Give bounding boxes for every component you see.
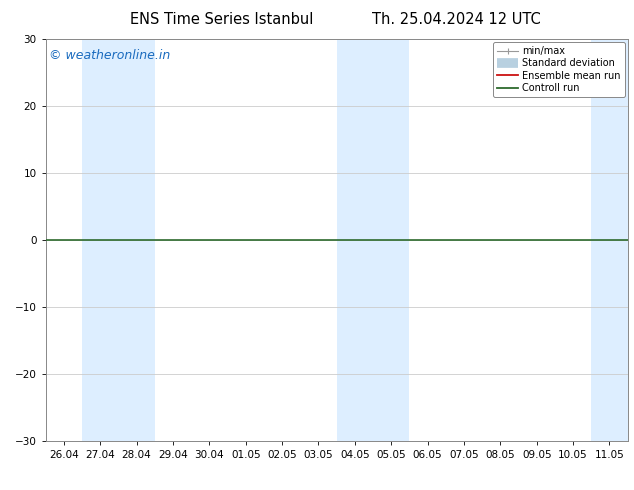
Bar [82,39,155,441]
Bar [337,39,410,441]
Text: ENS Time Series Istanbul: ENS Time Series Istanbul [130,12,314,27]
Bar [592,39,628,441]
Text: Th. 25.04.2024 12 UTC: Th. 25.04.2024 12 UTC [372,12,541,27]
Text: © weatheronline.in: © weatheronline.in [49,49,170,62]
Legend: min/max, Standard deviation, Ensemble mean run, Controll run: min/max, Standard deviation, Ensemble me… [493,42,624,97]
